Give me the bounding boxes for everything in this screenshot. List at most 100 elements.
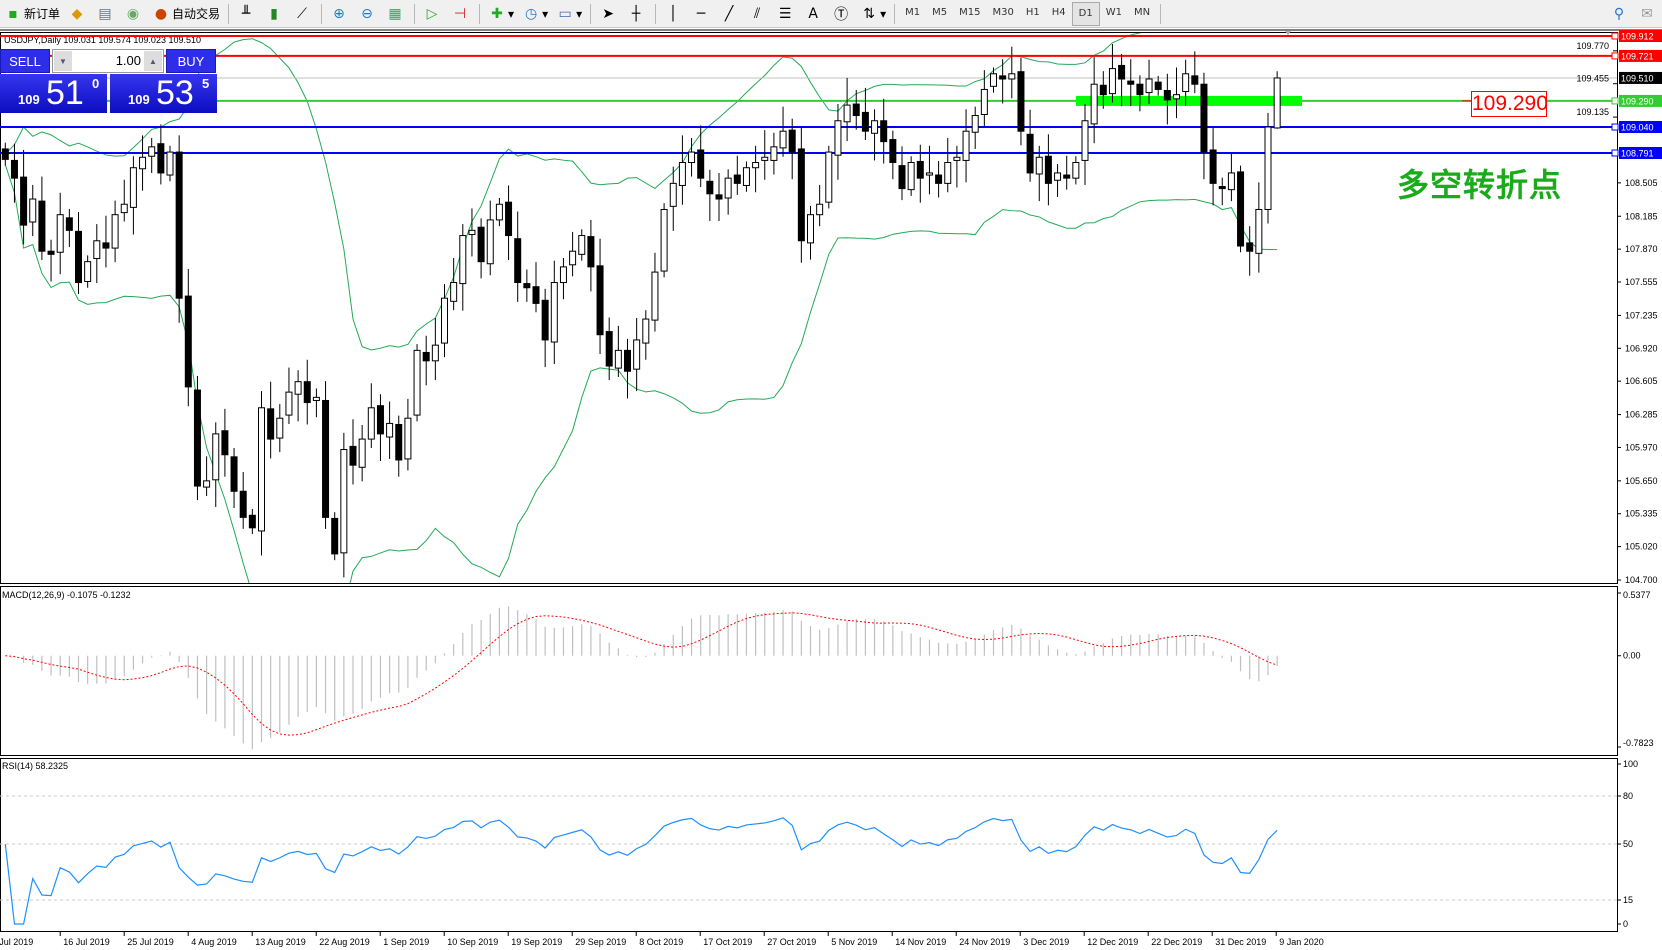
lot-decrease-icon[interactable]: ▼ bbox=[54, 51, 72, 71]
chart-annotation-text[interactable]: 多空转折点 bbox=[1397, 166, 1563, 204]
timeframe-h4[interactable]: H4 bbox=[1051, 7, 1066, 18]
tile-windows-button[interactable]: ▦ bbox=[382, 3, 410, 25]
rsi-pane bbox=[0, 795, 1617, 925]
candle-bullish bbox=[779, 130, 787, 149]
price-label-box[interactable]: 109.290 bbox=[1471, 91, 1548, 117]
templates-button[interactable]: ▭ ▾ bbox=[552, 3, 586, 25]
auto-trading-button[interactable]: ● 自动交易 bbox=[148, 3, 224, 25]
bid-price-prefix: 109 bbox=[18, 92, 40, 107]
zoom-in-button[interactable]: ⊕ bbox=[326, 3, 354, 25]
candle-bullish bbox=[459, 235, 467, 285]
cursor-icon: ➤ bbox=[602, 5, 614, 22]
periods-button[interactable]: ◷ ▾ bbox=[518, 3, 552, 25]
timeframe-w1[interactable]: W1 bbox=[1105, 7, 1122, 18]
candle-bullish bbox=[1273, 77, 1281, 129]
zoom-out-button[interactable]: ⊖ bbox=[354, 3, 382, 25]
timeframe-m15[interactable]: M15 bbox=[959, 7, 981, 18]
candle-bearish bbox=[697, 149, 705, 179]
candle-bearish bbox=[587, 236, 595, 268]
arrows-button[interactable]: ⇅ ▾ bbox=[856, 3, 890, 25]
rsi-label: RSI(14) 58.2325 bbox=[2, 761, 68, 771]
divider bbox=[894, 3, 896, 24]
trendline-button[interactable]: ╱ bbox=[716, 3, 744, 25]
chevron-down-icon: ▾ bbox=[880, 6, 887, 21]
candle-bullish bbox=[495, 203, 503, 221]
chat-button[interactable]: ✉ bbox=[1634, 3, 1662, 25]
price-tick-label: 108.185 bbox=[1625, 211, 1658, 221]
timeframe-mn[interactable]: MN bbox=[1133, 7, 1151, 18]
market-watch-button[interactable]: ◆ bbox=[64, 3, 92, 25]
timeframe-h1[interactable]: H1 bbox=[1025, 7, 1040, 18]
pane-frame-2 bbox=[0, 758, 1618, 932]
crosshair-icon: ┼ bbox=[631, 5, 641, 22]
fibonacci-button[interactable]: ☰ bbox=[772, 3, 800, 25]
chevron-down-icon: ▾ bbox=[576, 6, 583, 21]
candle-bullish bbox=[111, 214, 119, 249]
new-order-button[interactable]: ▪ 新订单 bbox=[0, 3, 64, 25]
price-tick-label: 105.335 bbox=[1625, 509, 1658, 519]
new-order-icon: ▪ bbox=[8, 5, 18, 22]
lot-size-input[interactable]: ▼ 1.00 ▲ bbox=[52, 49, 164, 73]
text-button[interactable]: A bbox=[800, 3, 828, 25]
date-label: 13 Aug 2019 bbox=[255, 937, 306, 947]
candle-bearish bbox=[935, 174, 943, 184]
date-label: 29 Sep 2019 bbox=[575, 937, 626, 947]
bid-price-button[interactable]: 109 51 0 bbox=[0, 74, 107, 113]
chart-shift-button[interactable]: ⊣ bbox=[447, 3, 475, 25]
horizontal-line-button[interactable]: ─ bbox=[688, 3, 716, 25]
pane-frame-1 bbox=[0, 586, 1618, 756]
macd-pane bbox=[5, 606, 1278, 750]
candle-bearish bbox=[102, 242, 110, 249]
candle-bearish bbox=[422, 351, 430, 362]
sell-button[interactable]: SELL bbox=[0, 49, 50, 73]
timeframe-m30[interactable]: M30 bbox=[992, 7, 1014, 18]
candle-bearish bbox=[596, 265, 604, 336]
candle-bearish bbox=[624, 349, 631, 372]
candle-bearish bbox=[541, 299, 549, 341]
candle-bullish bbox=[816, 203, 824, 216]
channel-button[interactable]: ⫽ bbox=[744, 3, 772, 25]
cursor-button[interactable]: ➤ bbox=[595, 3, 623, 25]
candle-bearish bbox=[706, 180, 714, 195]
candle-bullish bbox=[559, 266, 567, 284]
candle-bearish bbox=[1191, 75, 1199, 85]
candle-bullish bbox=[1081, 120, 1089, 161]
vertical-line-button[interactable]: │ bbox=[660, 3, 688, 25]
ask-price-fraction: 5 bbox=[202, 76, 210, 91]
candle-bullish bbox=[660, 208, 668, 272]
navigator-button[interactable]: ▤ bbox=[92, 3, 120, 25]
bar-chart-button[interactable]: ╨ bbox=[233, 3, 261, 25]
lot-increase-icon[interactable]: ▲ bbox=[144, 51, 162, 71]
candle-bullish bbox=[56, 214, 64, 253]
auto-scroll-button[interactable]: ▷ bbox=[419, 3, 447, 25]
price-tick-label: 105.650 bbox=[1625, 476, 1658, 486]
candle-bullish bbox=[1108, 68, 1116, 95]
crosshair-button[interactable]: ┼ bbox=[623, 3, 651, 25]
candle-bullish bbox=[312, 396, 320, 401]
candlestick-button[interactable]: ▮ bbox=[261, 3, 289, 25]
candle-bearish bbox=[880, 120, 888, 143]
line-chart-button[interactable]: ⟋ bbox=[289, 3, 317, 25]
timeframe-d1[interactable]: D1 bbox=[1071, 1, 1100, 26]
candle-bearish bbox=[1218, 186, 1226, 190]
label-button[interactable]: Ⓣ bbox=[828, 3, 856, 25]
ask-price-button[interactable]: 109 53 5 bbox=[110, 74, 217, 113]
auto-trading-icon: ● bbox=[154, 5, 168, 22]
horizontal-line-icon: ─ bbox=[696, 5, 706, 22]
indicators-button[interactable]: ✚ ▾ bbox=[484, 3, 518, 25]
candle-bearish bbox=[505, 201, 513, 237]
timeframe-m1[interactable]: M1 bbox=[905, 7, 921, 18]
candle-bearish bbox=[715, 194, 723, 200]
candle-bullish bbox=[450, 282, 458, 302]
candle-bearish bbox=[65, 217, 73, 231]
candle-bullish bbox=[550, 282, 558, 343]
search-button[interactable]: ⚲ bbox=[1606, 3, 1634, 25]
candle-bullish bbox=[990, 73, 997, 87]
timeframe-m5[interactable]: M5 bbox=[932, 7, 948, 18]
buy-button[interactable]: BUY bbox=[166, 49, 216, 73]
candle-bearish bbox=[239, 490, 247, 518]
level-price-tag bbox=[1619, 147, 1662, 160]
terminal-button[interactable]: ◉ bbox=[120, 3, 148, 25]
candle-bullish bbox=[276, 417, 284, 439]
